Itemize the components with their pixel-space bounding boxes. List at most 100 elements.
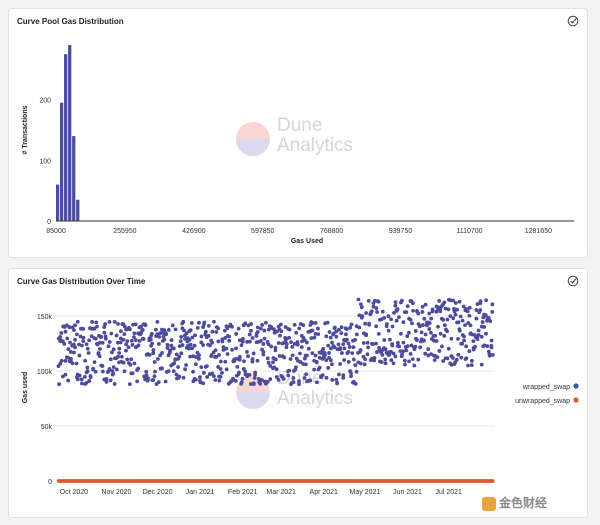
wrapped-swap-point [490, 353, 495, 357]
wrapped-swap-point [437, 349, 442, 353]
wrapped-swap-point [388, 337, 392, 342]
wrapped-swap-point [214, 330, 219, 334]
wrapped-swap-point [297, 326, 302, 331]
wrapped-swap-point [104, 379, 109, 384]
x-tick-label: 597850 [251, 228, 274, 235]
wrapped-swap-point [374, 341, 378, 346]
wrapped-swap-point [423, 332, 428, 337]
wrapped-swap-point [401, 349, 406, 354]
wrapped-swap-point [341, 375, 346, 380]
wrapped-swap-point [467, 349, 472, 354]
wrapped-swap-point [386, 328, 391, 333]
wrapped-swap-point [59, 331, 64, 335]
wrapped-swap-point [102, 330, 107, 335]
wrapped-swap-point [240, 339, 245, 344]
wrapped-swap-point [199, 334, 204, 339]
wrapped-swap-point [129, 357, 134, 362]
wrapped-swap-point [73, 337, 77, 342]
wrapped-swap-point [72, 328, 76, 332]
wrapped-swap-point [97, 354, 102, 359]
wrapped-swap-point [255, 325, 260, 330]
wrapped-swap-point [324, 334, 329, 339]
wrapped-swap-point [445, 317, 450, 322]
wrapped-swap-point [341, 342, 346, 347]
wrapped-swap-point [107, 319, 112, 324]
wrapped-swap-point [225, 326, 230, 331]
wrapped-swap-point [266, 360, 271, 365]
wrapped-swap-point [87, 379, 92, 383]
wrapped-swap-point [218, 359, 223, 364]
wrapped-swap-point [284, 345, 289, 350]
wrapped-swap-point [85, 369, 90, 373]
wrapped-swap-point [389, 358, 394, 363]
wrapped-swap-point [365, 352, 370, 357]
watermark-line-2: Analytics [277, 388, 354, 409]
x-tick-label: 939750 [389, 228, 412, 235]
wrapped-swap-point [166, 328, 171, 332]
wrapped-swap-point [174, 352, 179, 357]
wrapped-swap-point [317, 365, 322, 370]
wrapped-swap-point [313, 321, 318, 325]
wrapped-swap-point [386, 314, 391, 319]
wrapped-swap-point [127, 327, 132, 332]
wrapped-swap-point [462, 334, 466, 339]
wrapped-swap-point [347, 345, 352, 349]
wrapped-swap-point [234, 356, 239, 361]
wrapped-swap-point [478, 299, 483, 304]
wrapped-swap-point [156, 380, 161, 385]
wrapped-swap-point [235, 364, 240, 369]
wrapped-swap-point [201, 343, 206, 347]
wrapped-swap-point [463, 323, 467, 328]
wrapped-swap-point [202, 320, 207, 325]
wrapped-swap-point [218, 366, 223, 371]
wrapped-swap-point [111, 347, 116, 352]
wrapped-swap-point [122, 332, 127, 337]
wrapped-swap-point [353, 381, 358, 386]
y-tick-label: 200 [39, 98, 51, 105]
wrapped-swap-point [426, 353, 431, 358]
wrapped-swap-point [191, 369, 195, 374]
wrapped-swap-point [468, 323, 473, 328]
wrapped-swap-point [72, 350, 76, 355]
wrapped-swap-point [327, 351, 331, 355]
wrapped-swap-point [336, 342, 341, 347]
wrapped-swap-point [316, 332, 321, 337]
wrapped-swap-point [217, 378, 222, 383]
wrapped-swap-point [160, 366, 164, 371]
wrapped-swap-point [157, 334, 162, 339]
wrapped-swap-point [149, 331, 154, 336]
wrapped-swap-point [243, 369, 248, 374]
wrapped-swap-point [336, 327, 341, 332]
wrapped-swap-point [426, 347, 431, 352]
wrapped-swap-point [297, 379, 301, 384]
wrapped-swap-point [74, 332, 79, 337]
wrapped-swap-point [396, 340, 400, 345]
wrapped-swap-point [222, 328, 227, 333]
wrapped-swap-point [160, 351, 164, 355]
wrapped-swap-point [247, 339, 252, 344]
y-tick-label: 50k [41, 424, 53, 431]
wrapped-swap-point [413, 344, 418, 349]
wrapped-swap-point [349, 371, 353, 375]
wrapped-swap-point [490, 310, 495, 314]
check-circle-icon[interactable] [567, 275, 579, 287]
wrapped-swap-point [364, 332, 369, 337]
legend-label: wrapped_swap [522, 384, 570, 391]
wrapped-swap-point [382, 316, 387, 320]
wrapped-swap-point [405, 304, 410, 309]
wrapped-swap-point [458, 314, 463, 319]
wrapped-swap-point [427, 327, 432, 331]
wrapped-swap-point [389, 317, 393, 322]
wrapped-swap-point [415, 338, 419, 343]
check-circle-icon[interactable] [567, 15, 579, 27]
wrapped-swap-point [320, 373, 325, 378]
wrapped-swap-point [344, 332, 348, 337]
wrapped-swap-point [66, 378, 71, 383]
histogram-plot: 0 100 200 85000 255950 426900 597850 768800 9397… [22, 45, 574, 245]
x-tick-label: May 2021 [350, 489, 381, 496]
wrapped-swap-point [111, 371, 116, 376]
wrapped-swap-point [223, 335, 228, 340]
wrapped-swap-point [119, 329, 123, 334]
wrapped-swap-point [407, 359, 411, 364]
wrapped-swap-point [152, 374, 157, 379]
